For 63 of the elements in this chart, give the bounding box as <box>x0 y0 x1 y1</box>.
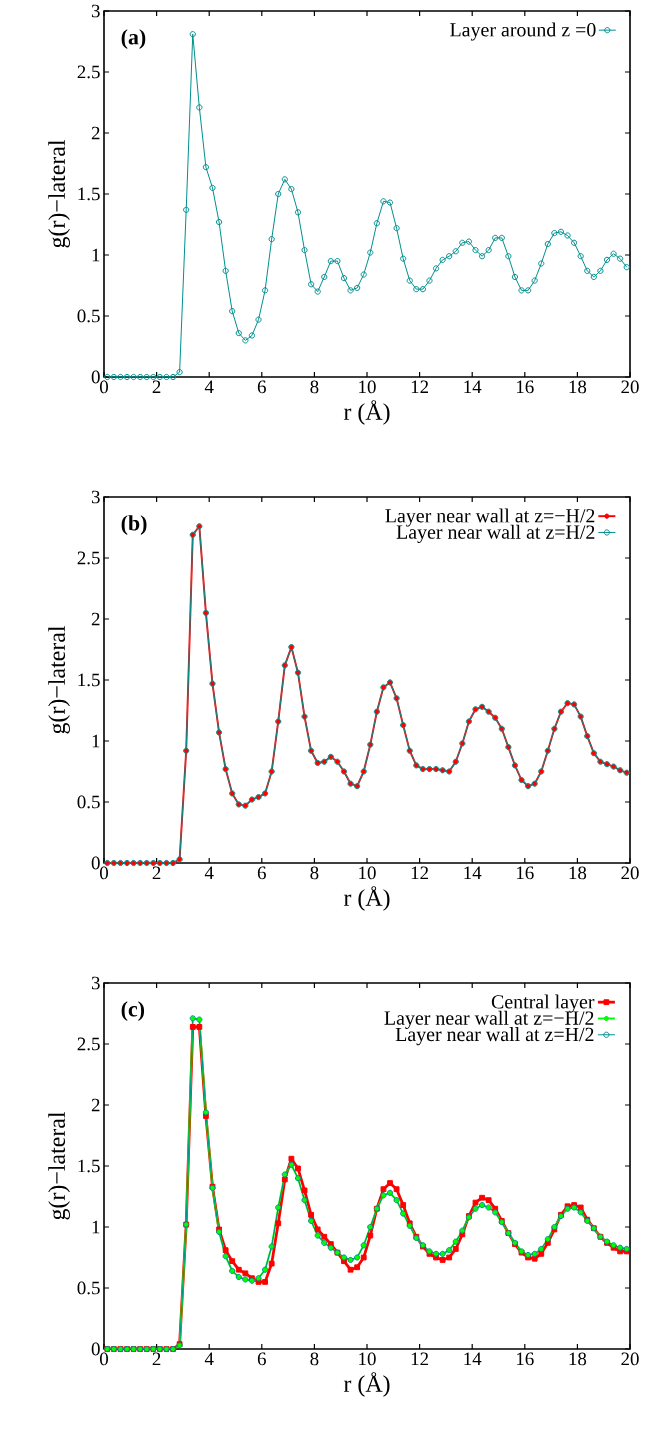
x-tick-label: 12 <box>411 866 429 880</box>
legend-label: Layer near wall at z=H/2 <box>396 524 595 543</box>
annotation: (a) <box>121 29 146 50</box>
annotation: (b) <box>121 515 147 536</box>
y-tick-label: 2 <box>91 126 100 140</box>
x-tick-label: 20 <box>621 380 639 394</box>
y-axis-title: g(r)−lateral <box>48 139 70 248</box>
x-tick-label: 8 <box>310 1352 319 1366</box>
x-tick-label: 16 <box>517 866 534 880</box>
x-tick-label: 18 <box>569 380 587 394</box>
x-tick-label: 12 <box>411 1352 429 1366</box>
x-tick-label: 16 <box>517 380 534 394</box>
x-tick-label: 8 <box>310 380 319 394</box>
x-tick-label: 16 <box>517 1352 534 1366</box>
x-tick-label: 12 <box>411 380 429 394</box>
y-tick-label: 2 <box>91 1098 100 1112</box>
y-tick-label: 1 <box>92 1220 100 1234</box>
y-tick-label: 1.5 <box>78 1159 100 1173</box>
x-tick-label: 14 <box>464 1352 482 1366</box>
y-axis-title: g(r)−lateral <box>48 1111 70 1220</box>
y-tick-label: 0.5 <box>77 309 100 323</box>
x-tick-label: 18 <box>569 1352 587 1366</box>
x-tick-label: 4 <box>204 380 214 393</box>
x-tick-label: 20 <box>621 1352 639 1366</box>
legend-label: Layer around z =0 <box>450 22 596 41</box>
annotation: (c) <box>121 1001 145 1022</box>
y-tick-label: 2.5 <box>77 551 100 565</box>
y-tick-label: 2.5 <box>77 1037 100 1051</box>
x-tick-label: 14 <box>464 866 482 880</box>
y-tick-label: 0.5 <box>77 1281 100 1295</box>
x-tick-label: 10 <box>359 380 376 394</box>
x-tick-label: 6 <box>257 380 266 394</box>
y-tick-label: 0 <box>91 1342 100 1356</box>
x-tick-label: 6 <box>257 866 266 880</box>
x-axis-title: r (Å) <box>343 1372 390 1397</box>
y-tick-label: 1 <box>92 734 100 748</box>
y-axis-title: g(r)−lateral <box>48 625 70 734</box>
x-tick-label: 10 <box>359 1352 376 1366</box>
y-tick-label: 2.5 <box>77 65 100 79</box>
x-tick-label: 4 <box>204 866 214 879</box>
y-tick-label: 1.5 <box>78 187 100 201</box>
x-tick-label: 2 <box>152 866 161 880</box>
x-tick-label: 18 <box>569 866 587 880</box>
x-tick-label: 8 <box>310 866 319 880</box>
x-axis-title: r (Å) <box>343 886 390 911</box>
x-tick-label: 4 <box>204 1352 214 1365</box>
x-tick-label: 10 <box>359 866 376 880</box>
y-tick-label: 1.5 <box>78 673 100 687</box>
x-tick-label: 14 <box>464 380 482 393</box>
x-tick-label: 20 <box>621 866 639 880</box>
legend-label: Layer near wall at z=H/2 <box>395 1027 594 1046</box>
y-tick-label: 0.5 <box>77 795 100 809</box>
y-tick-label: 1 <box>92 248 100 262</box>
x-tick-label: 2 <box>152 380 161 394</box>
y-tick-label: 3 <box>91 4 100 18</box>
y-tick-label: 3 <box>91 976 100 990</box>
x-tick-label: 2 <box>152 1352 161 1366</box>
x-tick-label: 6 <box>257 1352 266 1366</box>
y-tick-label: 3 <box>91 490 100 504</box>
y-tick-label: 0 <box>91 856 100 870</box>
y-tick-label: 0 <box>91 370 100 384</box>
y-tick-label: 2 <box>91 612 100 626</box>
x-axis-title: r (Å) <box>343 400 390 425</box>
